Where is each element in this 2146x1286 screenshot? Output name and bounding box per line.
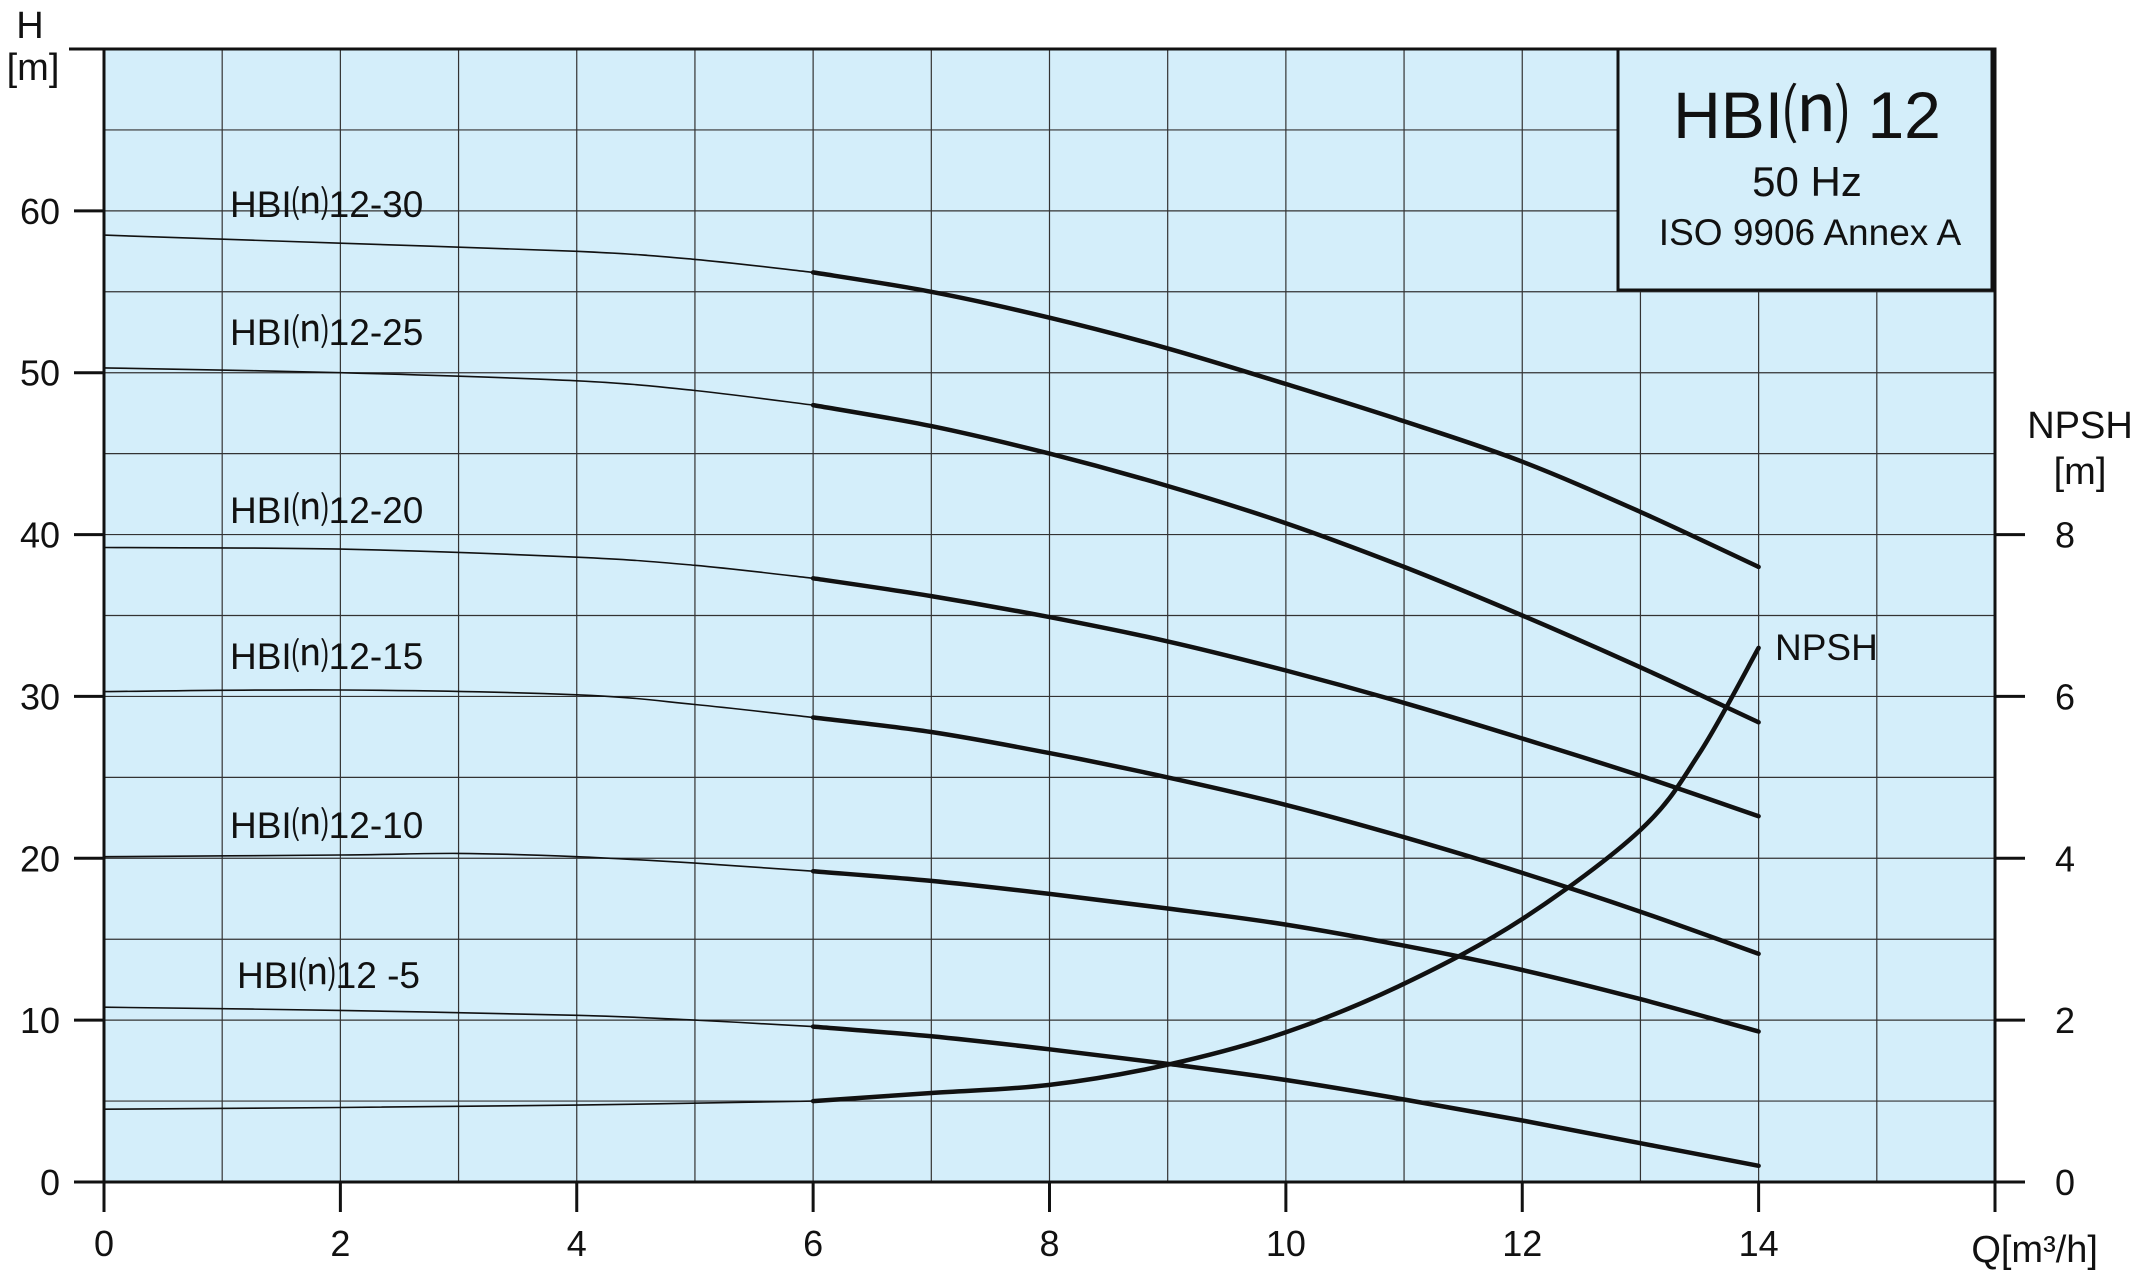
y-left-tick-label: 10 [20,1000,60,1041]
x-tick-label: 10 [1266,1223,1306,1264]
x-tick-label: 4 [567,1223,587,1264]
curve-thin-segment [103,234,814,274]
curve-bold-segment [810,715,1761,957]
curve-labels: HBI⒩12-30 HBI⒩12-25 HBI⒩12-20 HBI⒩12-15 HBI⒩… [230,184,1878,996]
curves [103,234,1761,1169]
y-left-tick-label: 20 [20,838,60,879]
x-tick-label: 8 [1039,1223,1059,1264]
curve-label: HBI⒩12-25 [230,312,423,353]
curve-label: HBI⒩12-30 [230,184,423,225]
chart-title: HBI⒩ 12 [1673,78,1941,152]
curve-bold-segment [810,645,1761,1104]
curve-bold-segment [810,576,1761,819]
y-right-tick-label: 8 [2055,515,2075,556]
y-axis-left-title-line1: H [16,5,43,47]
y-left-tick-label: 60 [20,191,60,232]
y-right-tick-label: 4 [2055,838,2075,879]
x-tick-label: 2 [330,1223,350,1264]
curve-label: HBI⒩12-20 [230,490,423,531]
x-tick-label: 6 [803,1223,823,1264]
curve-bold-segment [810,1024,1761,1169]
y-axis-left-title-line2: [m] [7,47,60,89]
x-tick-label: 12 [1502,1223,1542,1264]
curve-thin-segment [103,546,814,580]
y-left-tick-label: 0 [40,1162,60,1203]
curve-thin-segment [103,1100,814,1110]
curve-label: HBI⒩12 -5 [237,955,420,996]
y-axis-right-title-line2: [m] [2054,451,2107,493]
curve-label: NPSH [1775,627,1878,668]
y-right-tick-label: 2 [2055,1000,2075,1041]
curve-label: HBI⒩12-15 [230,636,423,677]
y-right-tick-label: 6 [2055,676,2075,717]
axes [69,47,2025,1212]
x-tick-label: 14 [1739,1223,1779,1264]
curve-bold-segment [810,402,1761,725]
curve-thin-segment [103,367,814,406]
curve-thin-segment [103,689,814,719]
x-tick-label: 0 [94,1223,114,1264]
curve-thin-segment [103,852,814,872]
y-left-tick-label: 30 [20,676,60,717]
y-left-tick-label: 50 [20,353,60,394]
y-left-tick-label: 40 [20,515,60,556]
title-box [1616,47,1994,292]
chart-standard: ISO 9906 Annex A [1659,212,1962,253]
y-axis-right-title-line1: NPSH [2027,405,2133,447]
chart-frequency: 50 Hz [1752,158,1862,205]
curve-bold-segment [810,868,1761,1034]
curve-label: HBI⒩12-10 [230,805,423,846]
y-right-tick-label: 0 [2055,1162,2075,1203]
x-axis-title: Q[m³/h] [1971,1229,2098,1271]
tick-labels: 0 10 20 30 40 50 60 0 2 4 6 8 0 2 4 6 8 10 12 14 [20,191,2075,1264]
curve-bold-segment [810,270,1761,570]
curve-thin-segment [103,1006,814,1028]
